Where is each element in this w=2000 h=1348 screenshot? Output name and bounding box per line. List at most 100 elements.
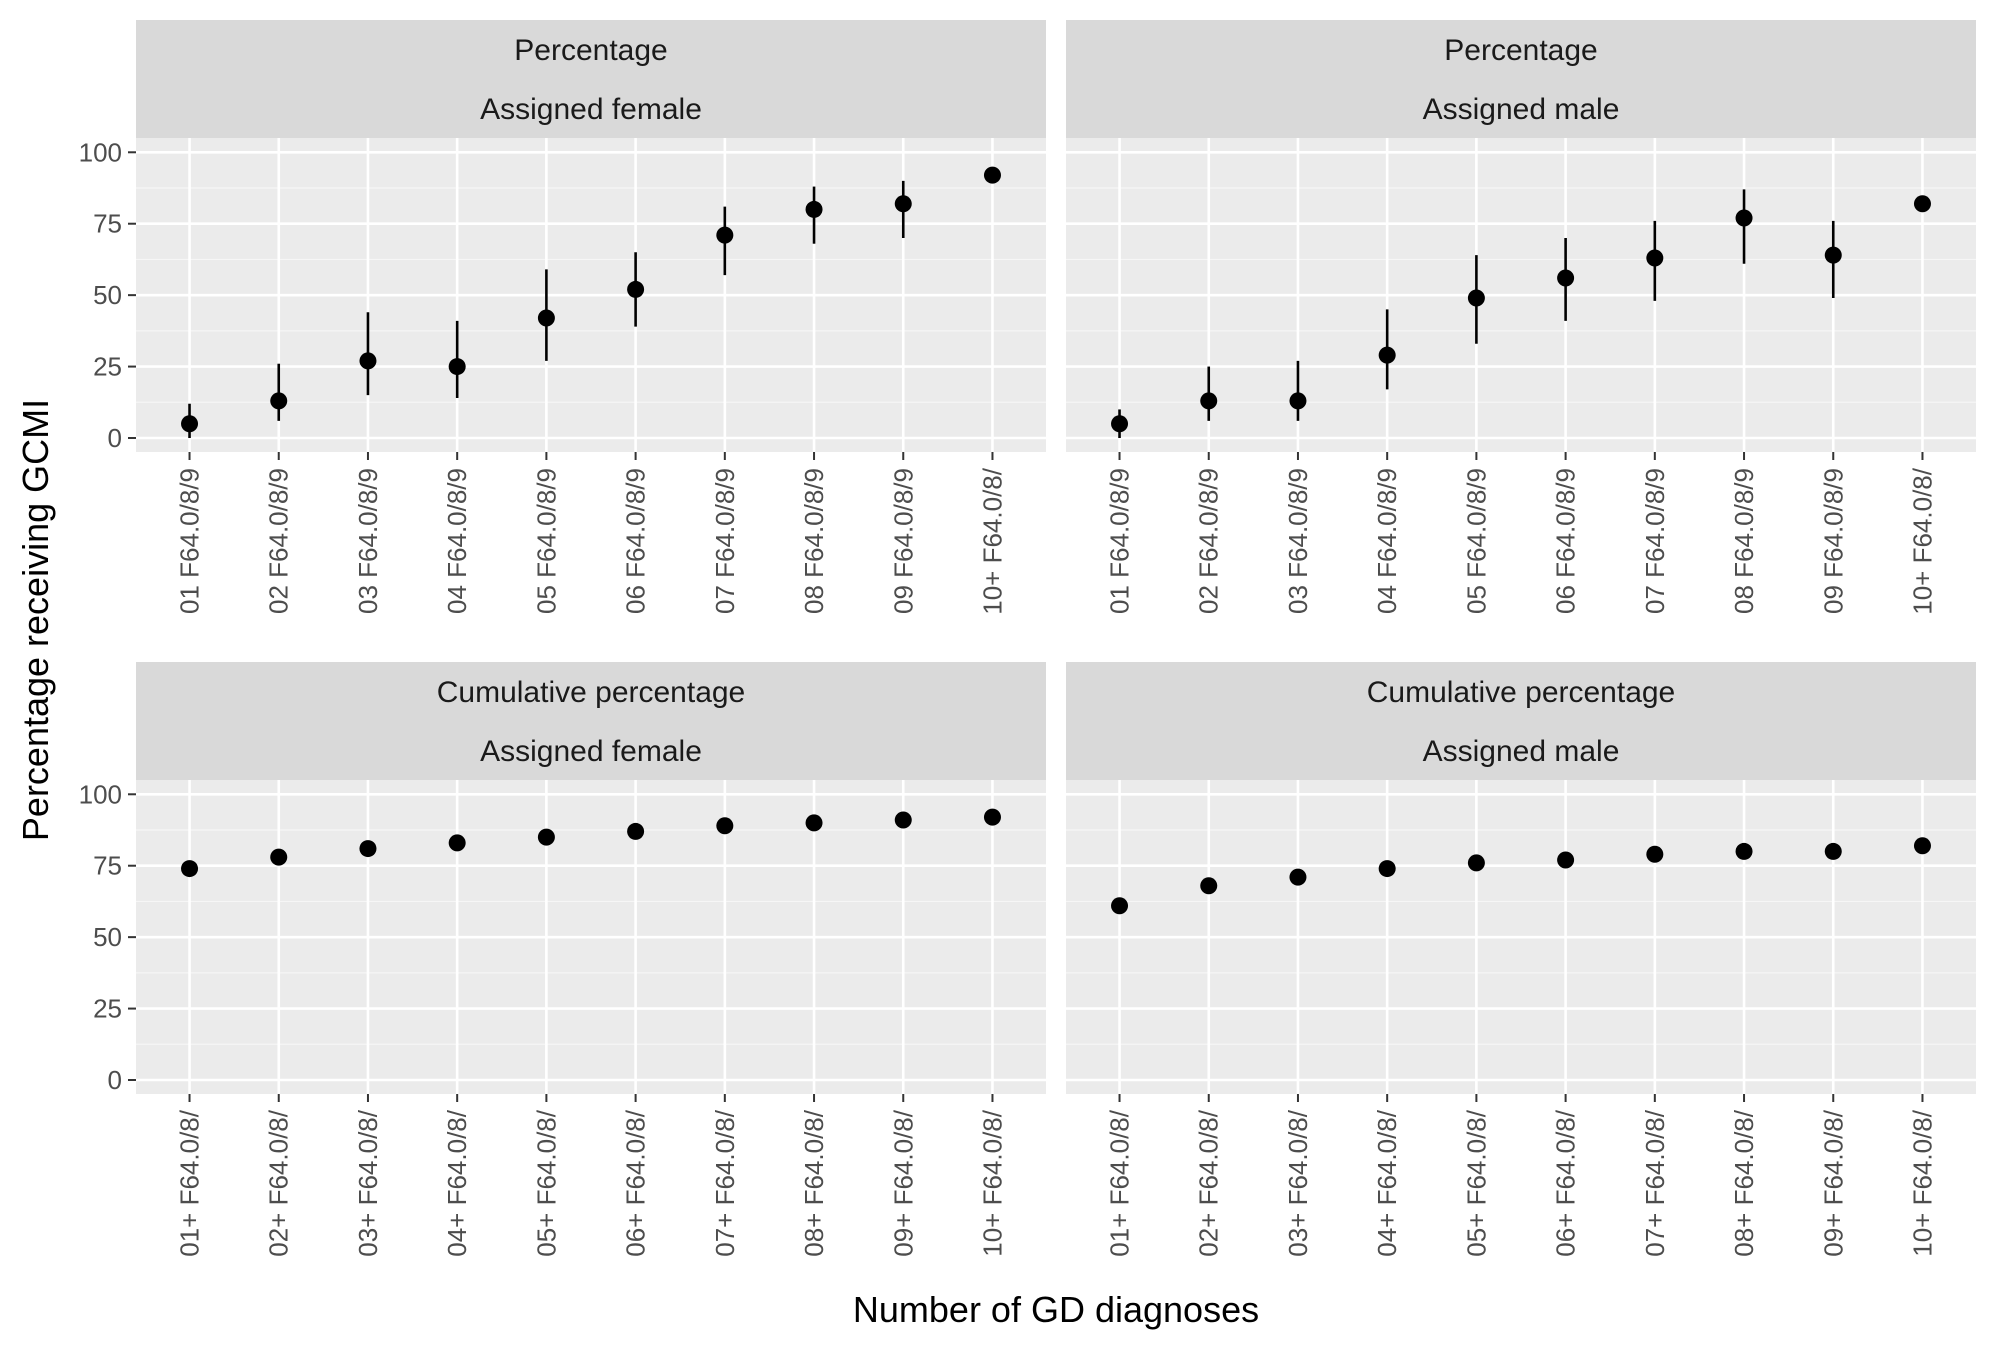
- data-point: [1735, 842, 1753, 860]
- data-point: [537, 828, 555, 846]
- panel-1: Percentage Assigned female 0 25 50 75 100 01 F6…: [79, 20, 1046, 615]
- x-tick-label: 05+ F64.0/8/: [531, 1109, 561, 1256]
- x-tick-label: 01 F64.0/8/9: [175, 468, 205, 614]
- strip-label-bottom: Assigned male: [1423, 735, 1620, 768]
- data-point: [1735, 209, 1753, 227]
- y-tick-label: 0: [108, 423, 122, 453]
- x-tick-label: 02+ F64.0/8/: [264, 1109, 294, 1256]
- data-point: [894, 811, 912, 829]
- x-tick-label: 08+ F64.0/8/: [1729, 1109, 1759, 1256]
- data-point: [1467, 854, 1485, 872]
- x-tick-label: 02 F64.0/8/9: [1194, 468, 1224, 614]
- x-tick-label: 06+ F64.0/8/: [621, 1109, 651, 1256]
- strip-label-top: Percentage: [514, 34, 667, 67]
- data-point: [1824, 842, 1842, 860]
- strip-label-bottom: Assigned female: [480, 735, 702, 768]
- data-point: [627, 822, 645, 840]
- data-point: [448, 834, 466, 852]
- data-point: [1378, 860, 1396, 878]
- data-point: [716, 226, 734, 244]
- x-tick-label: 05 F64.0/8/9: [531, 468, 561, 614]
- data-point: [716, 817, 734, 835]
- x-tick-label: 03+ F64.0/8/: [1283, 1109, 1313, 1256]
- panel-3: Cumulative percentage Assigned female 0 25 5…: [79, 662, 1046, 1257]
- x-tick-label: 06+ F64.0/8/: [1551, 1109, 1581, 1256]
- x-tick-label: 07+ F64.0/8/: [1640, 1109, 1670, 1256]
- x-tick-label: 09+ F64.0/8/: [1818, 1109, 1848, 1256]
- data-point: [1557, 851, 1575, 869]
- data-point: [1646, 249, 1664, 267]
- y-axis-title: Percentage receiving GCMI: [15, 399, 56, 841]
- strip-label-bottom: Assigned male: [1423, 93, 1620, 126]
- data-point: [359, 352, 377, 370]
- y-tick-label: 100: [79, 137, 122, 167]
- data-point: [894, 195, 912, 213]
- data-point: [448, 358, 466, 376]
- x-tick-label: 03 F64.0/8/9: [353, 468, 383, 614]
- data-point: [1289, 868, 1307, 886]
- data-point: [805, 814, 823, 832]
- y-tick-label: 25: [93, 994, 122, 1024]
- strip-label-top: Cumulative percentage: [437, 676, 746, 709]
- strip-background: [1066, 662, 1976, 780]
- y-tick-label: 75: [93, 851, 122, 881]
- x-tick-label: 09 F64.0/8/9: [1818, 468, 1848, 614]
- data-point: [1913, 195, 1931, 213]
- y-tick-label: 0: [108, 1065, 122, 1095]
- y-tick-label: 50: [93, 280, 122, 310]
- y-tick-label: 50: [93, 922, 122, 952]
- data-point: [1557, 269, 1575, 287]
- panel-4: Cumulative percentage Assigned male 01+ F6…: [1066, 662, 1976, 1257]
- x-tick-label: 01 F64.0/8/9: [1105, 468, 1135, 614]
- strip-label-top: Cumulative percentage: [1367, 676, 1676, 709]
- x-tick-label: 09+ F64.0/8/: [888, 1109, 918, 1256]
- x-tick-label: 08+ F64.0/8/: [799, 1109, 829, 1256]
- x-tick-label: 06 F64.0/8/9: [621, 468, 651, 614]
- x-tick-label: 02 F64.0/8/9: [264, 468, 294, 614]
- data-point: [270, 392, 288, 410]
- x-tick-label: 07 F64.0/8/9: [1640, 468, 1670, 614]
- x-tick-label: 03+ F64.0/8/: [353, 1109, 383, 1256]
- data-point: [537, 309, 555, 327]
- data-point: [1913, 837, 1931, 855]
- data-point: [805, 200, 823, 218]
- x-tick-label: 04 F64.0/8/9: [1372, 468, 1402, 614]
- x-tick-label: 06 F64.0/8/9: [1551, 468, 1581, 614]
- y-tick-label: 25: [93, 352, 122, 382]
- panels-layer: Percentage Assigned female 0 25 50 75 100 01 F6…: [79, 20, 1976, 1257]
- x-tick-label: 04+ F64.0/8/: [1372, 1109, 1402, 1256]
- data-point: [181, 860, 199, 878]
- x-tick-label: 03 F64.0/8/9: [1283, 468, 1313, 614]
- x-tick-label: 01+ F64.0/8/: [1105, 1109, 1135, 1256]
- data-point: [1200, 392, 1218, 410]
- data-point: [1111, 897, 1129, 915]
- data-point: [1824, 246, 1842, 264]
- strip-label-bottom: Assigned female: [480, 93, 702, 126]
- data-point: [270, 848, 288, 866]
- x-tick-label: 10+ F64.0/8/: [1907, 467, 1937, 614]
- x-tick-label: 05 F64.0/8/9: [1461, 468, 1491, 614]
- data-point: [983, 166, 1001, 184]
- strip-label-top: Percentage: [1444, 34, 1597, 67]
- x-tick-label: 08 F64.0/8/9: [1729, 468, 1759, 614]
- x-tick-label: 01+ F64.0/8/: [175, 1109, 205, 1256]
- data-point: [627, 280, 645, 298]
- x-tick-label: 04 F64.0/8/9: [442, 468, 472, 614]
- panel-2: Percentage Assigned male 01 F64.0/8/9 02 F6…: [1066, 20, 1976, 615]
- x-tick-label: 09 F64.0/8/9: [888, 468, 918, 614]
- data-point: [1111, 415, 1129, 433]
- strip-background: [136, 20, 1046, 138]
- data-point: [1467, 289, 1485, 307]
- x-tick-label: 10+ F64.0/8/: [977, 1109, 1007, 1256]
- strip-background: [136, 662, 1046, 780]
- strip-background: [1066, 20, 1976, 138]
- data-point: [1646, 845, 1664, 863]
- x-tick-label: 10+ F64.0/8/: [1907, 1109, 1937, 1256]
- x-tick-label: 02+ F64.0/8/: [1194, 1109, 1224, 1256]
- x-tick-label: 10+ F64.0/8/: [977, 467, 1007, 614]
- x-tick-label: 07 F64.0/8/9: [710, 468, 740, 614]
- y-tick-label: 75: [93, 209, 122, 239]
- x-tick-label: 05+ F64.0/8/: [1461, 1109, 1491, 1256]
- x-axis-title: Number of GD diagnoses: [853, 1289, 1259, 1330]
